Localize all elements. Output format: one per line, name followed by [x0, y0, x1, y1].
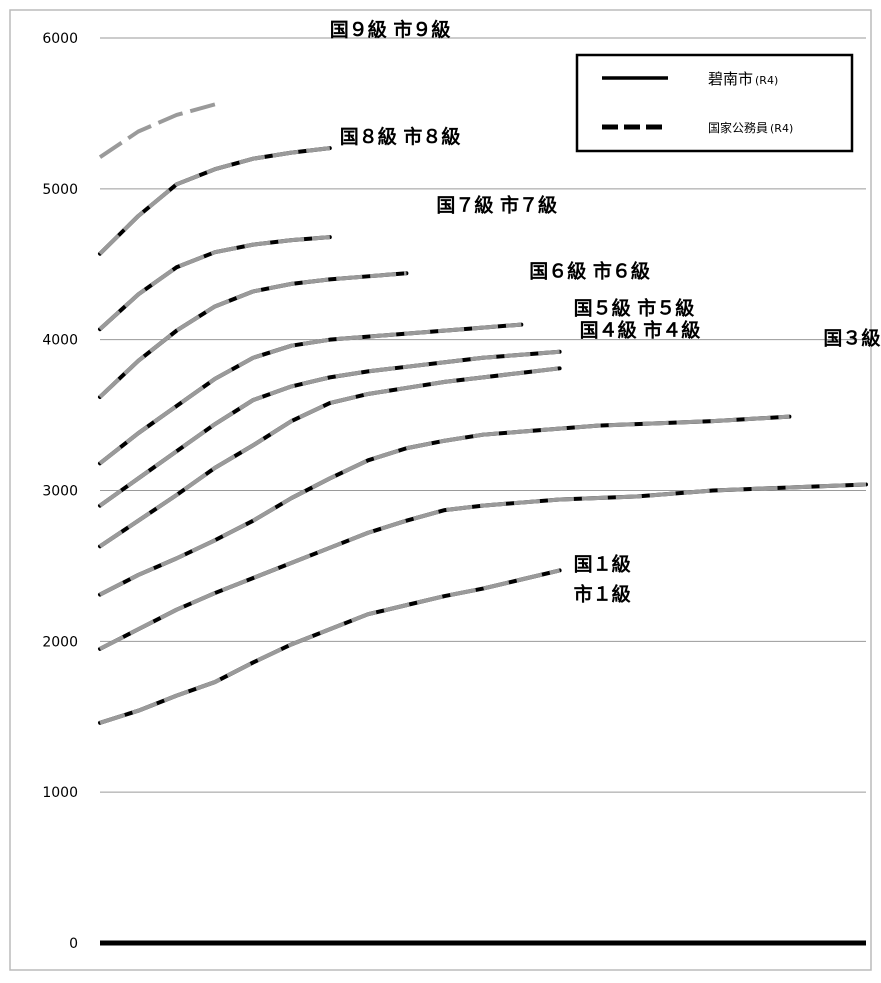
series-label-grade-8: 国８級 市８級: [340, 125, 461, 148]
national-line-grade-5: [98, 349, 560, 508]
legend-label-national: 国家公務員 (R4): [708, 120, 793, 135]
national-line-grade-10: [98, 102, 216, 159]
y-axis-ticks: 0 1000 2000 3000 4000 5000 6000: [42, 31, 78, 952]
y-tick-label: 4000: [42, 333, 78, 349]
gridlines: [100, 37, 866, 946]
national-line-grade-9: [98, 146, 331, 256]
series-grade-10: [98, 102, 216, 159]
series-grade-8: [98, 235, 332, 332]
national-line-grade-4: [98, 366, 560, 548]
series-label-line: 国３級 市３級: [823, 327, 881, 350]
series-grade-3: [98, 414, 792, 597]
legend-box: [575, 53, 854, 153]
series-group: [98, 102, 868, 725]
legend-city-suffix: (R4): [755, 74, 778, 87]
y-tick-label: 3000: [42, 484, 78, 500]
legend-label-city: 碧南市 (R4): [708, 70, 778, 88]
series-grade-2: [98, 482, 868, 651]
series-label-line: 国５級 市５級: [574, 297, 695, 320]
series-label-line: 国10級: [251, 0, 315, 2]
series-label-line: 市１級: [574, 582, 631, 605]
y-tick-label: 6000: [42, 31, 78, 47]
series-grade-5: [98, 349, 562, 508]
series-grade-7: [98, 271, 409, 399]
series-grade-4: [98, 366, 562, 549]
series-label-line: 国７級 市７級: [436, 193, 557, 216]
y-tick-label: 0: [69, 936, 78, 952]
series-label-grade-5: 国５級 市５級: [574, 297, 695, 320]
series-label-line: 国６級 市６級: [529, 260, 650, 283]
series-label-grade-3: 国３級 市３級: [823, 327, 881, 350]
series-label-grade-4: 国４級 市４級: [580, 318, 701, 341]
national-line-grade-2: [99, 482, 867, 651]
series-label-grade-7: 国７級 市７級: [436, 193, 557, 216]
national-line-grade-1: [99, 568, 561, 725]
series-grade-6: [98, 322, 524, 466]
series-grade-9: [98, 146, 332, 256]
series-label-line: 国１級: [574, 552, 631, 575]
y-tick-label: 1000: [42, 785, 78, 801]
series-label-grade-1: 国１級市１級: [574, 552, 631, 605]
national-line-grade-3: [99, 414, 790, 597]
series-label-grade-9: 国９級 市９級: [330, 18, 451, 41]
national-line-grade-6: [98, 322, 522, 465]
series-label-line: 国９級 市９級: [330, 18, 451, 41]
national-line-grade-8: [98, 235, 330, 331]
y-tick-label: 2000: [42, 634, 78, 650]
series-label-grade-10: 国10級: [251, 0, 315, 2]
series-label-line: 国４級 市４級: [580, 318, 701, 341]
legend-national-suffix: (R4): [770, 122, 793, 135]
national-line-grade-7: [98, 271, 407, 399]
legend: 碧南市 (R4) 国家公務員 (R4): [575, 53, 854, 153]
legend-city-name: 碧南市: [708, 70, 753, 88]
series-label-grade-6: 国６級 市６級: [529, 260, 650, 283]
series-grade-1: [98, 568, 562, 725]
y-tick-label: 5000: [42, 182, 78, 198]
legend-national-name: 国家公務員: [708, 120, 768, 135]
series-label-line: 国８級 市８級: [340, 125, 461, 148]
